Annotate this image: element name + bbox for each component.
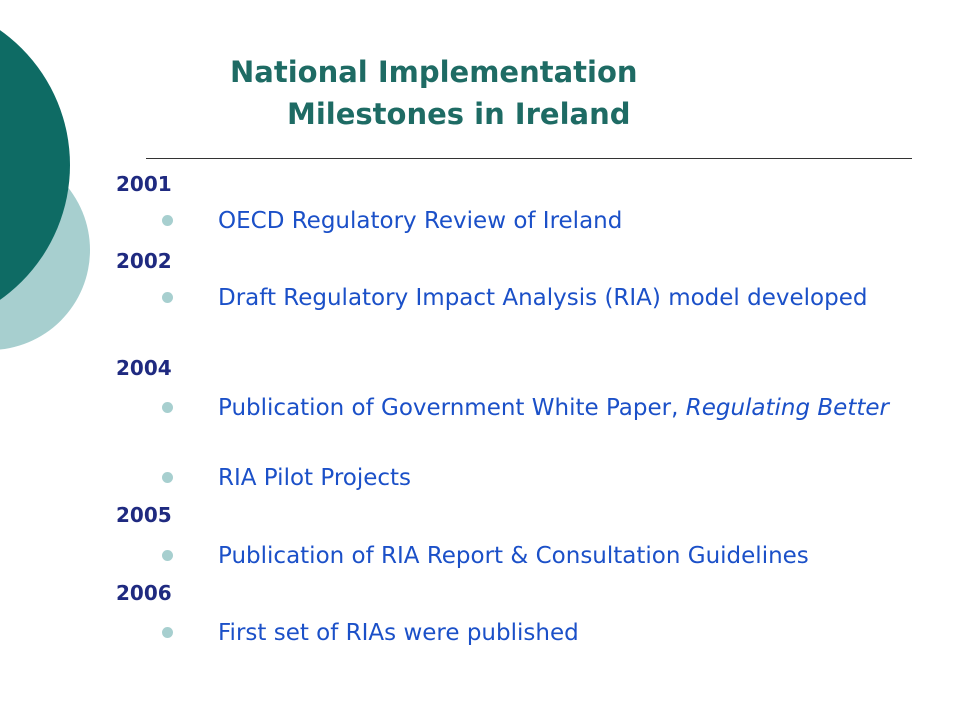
bullet-icon [162, 215, 173, 226]
year-heading: 2001 [116, 172, 172, 196]
milestone-item: RIA Pilot Projects [218, 465, 412, 491]
dark-circle [0, 30, 70, 300]
bullet-icon [162, 292, 173, 303]
milestone-item: OECD Regulatory Review of Ireland [218, 208, 623, 234]
title-divider [146, 158, 912, 159]
slide-title-line-1: National Implementation [230, 55, 638, 89]
milestone-item-text: Publication of Government White Paper, [218, 395, 686, 421]
bullet-icon [162, 402, 173, 413]
year-heading: 2006 [116, 581, 172, 605]
milestone-item: Draft Regulatory Impact Analysis (RIA) m… [218, 285, 868, 311]
decorative-circles [0, 30, 90, 350]
bullet-icon [162, 472, 173, 483]
milestone-item: Publication of Government White Paper, R… [218, 393, 953, 423]
milestone-item: Publication of RIA Report & Consultation… [218, 543, 809, 569]
year-heading: 2005 [116, 503, 172, 527]
bullet-icon [162, 550, 173, 561]
year-heading: 2002 [116, 249, 172, 273]
bullet-icon [162, 627, 173, 638]
milestone-item-italic-title: Regulating Better [685, 395, 889, 421]
year-heading: 2004 [116, 356, 172, 380]
milestone-item: First set of RIAs were published [218, 620, 579, 646]
slide-title-line-2: Milestones in Ireland [287, 97, 631, 131]
